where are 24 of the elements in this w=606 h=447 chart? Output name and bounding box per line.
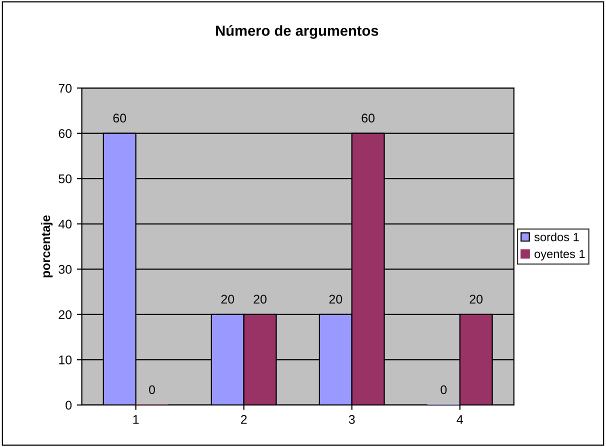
y-tick-label: 30: [58, 264, 72, 274]
legend-label: sordos 1: [534, 232, 579, 242]
data-label: 20: [221, 294, 234, 304]
data-label: 20: [329, 294, 342, 304]
x-tick-label: 1: [133, 415, 139, 424]
x-tick-label: 2: [240, 415, 247, 424]
y-axis-title: porcentaje: [40, 215, 53, 278]
data-label: 20: [254, 294, 267, 304]
legend-label: oyentes 1: [534, 250, 585, 260]
chart-title: Número de argumentos: [216, 25, 378, 39]
y-tick-label: 70: [58, 84, 72, 93]
data-label: 0: [440, 385, 447, 394]
data-label: 60: [362, 114, 375, 123]
data-label: 20: [470, 294, 483, 304]
x-tick-label: 3: [348, 415, 355, 424]
y-tick-label: 40: [58, 220, 72, 229]
data-label: 60: [113, 114, 126, 123]
y-tick-label: 10: [59, 356, 72, 364]
y-tick-label: 20: [58, 310, 72, 320]
y-tick-label: 50: [58, 174, 72, 184]
x-tick-label: 4: [456, 415, 463, 424]
y-tick-label: 60: [58, 129, 72, 138]
data-label: 0: [149, 385, 156, 394]
y-tick-label: 0: [66, 400, 72, 410]
